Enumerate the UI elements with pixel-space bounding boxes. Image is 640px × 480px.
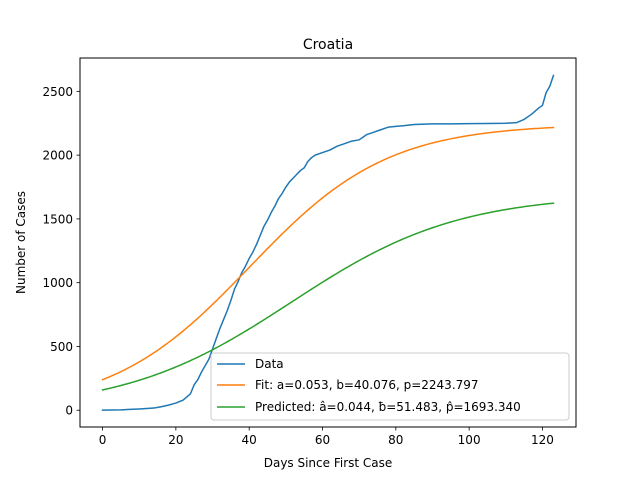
x-axis-label: Days Since First Case <box>264 456 393 470</box>
legend-label-fit: Fit: a=0.053, b=40.076, p=2243.797 <box>255 378 479 392</box>
y-tick-label: 1500 <box>42 212 73 226</box>
x-tick-label: 60 <box>315 433 330 447</box>
x-tick-label: 40 <box>242 433 257 447</box>
x-axis: 0 20 40 60 80 100 120 <box>99 427 554 447</box>
y-tick-label: 1000 <box>42 276 73 290</box>
legend-label-predicted: Predicted: â=0.044, ƀ=51.483, p̂=1693.34… <box>255 400 521 414</box>
x-tick-label: 0 <box>99 433 107 447</box>
series-layer <box>101 74 555 411</box>
y-tick-label: 2000 <box>42 149 73 163</box>
y-axis-label: Number of Cases <box>14 191 28 294</box>
plot-frame <box>79 57 577 428</box>
x-tick-label: 100 <box>458 433 481 447</box>
x-tick-label: 20 <box>168 433 183 447</box>
y-axis: 0 500 1000 1500 2000 2500 <box>42 85 80 418</box>
legend: Data Fit: a=0.053, b=40.076, p=2243.797 … <box>210 352 570 421</box>
legend-label-data: Data <box>255 357 284 371</box>
x-tick-label: 80 <box>388 433 403 447</box>
chart-title: Croatia <box>303 37 353 53</box>
predicted-series-line <box>101 202 555 391</box>
y-tick-label: 500 <box>50 340 73 354</box>
legend-box <box>210 352 570 421</box>
data-series-line <box>101 74 555 411</box>
y-tick-label: 2500 <box>42 85 73 99</box>
y-tick-label: 0 <box>65 404 73 418</box>
fit-series-line <box>101 126 555 381</box>
x-tick-label: 120 <box>531 433 554 447</box>
